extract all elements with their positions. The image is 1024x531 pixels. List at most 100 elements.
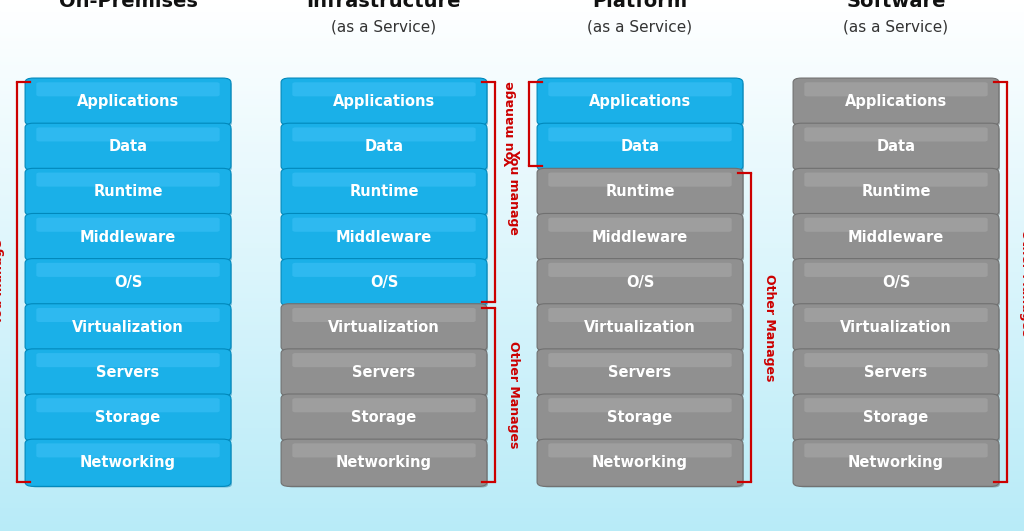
Bar <box>0 303 1024 305</box>
FancyBboxPatch shape <box>537 394 743 441</box>
FancyBboxPatch shape <box>25 213 231 261</box>
FancyBboxPatch shape <box>543 397 743 442</box>
FancyBboxPatch shape <box>281 213 487 261</box>
Bar <box>0 515 1024 518</box>
Bar <box>0 321 1024 324</box>
Text: Storage: Storage <box>95 410 161 425</box>
Bar <box>0 300 1024 303</box>
Bar <box>0 215 1024 218</box>
Bar <box>0 13 1024 16</box>
FancyBboxPatch shape <box>537 304 743 351</box>
Bar <box>0 324 1024 327</box>
Bar <box>0 119 1024 122</box>
Bar <box>0 45 1024 48</box>
FancyBboxPatch shape <box>293 82 475 96</box>
Bar <box>0 231 1024 234</box>
FancyBboxPatch shape <box>286 217 487 262</box>
FancyBboxPatch shape <box>37 82 219 96</box>
FancyBboxPatch shape <box>286 81 487 126</box>
Bar <box>0 69 1024 72</box>
Bar <box>0 72 1024 74</box>
Bar <box>0 173 1024 175</box>
Bar <box>0 287 1024 289</box>
FancyBboxPatch shape <box>793 439 999 486</box>
Bar <box>0 104 1024 106</box>
FancyBboxPatch shape <box>549 398 731 412</box>
Bar <box>0 239 1024 242</box>
FancyBboxPatch shape <box>37 353 219 367</box>
Text: Storage: Storage <box>863 410 929 425</box>
FancyBboxPatch shape <box>543 262 743 307</box>
Bar <box>0 510 1024 512</box>
Bar <box>0 186 1024 189</box>
Bar <box>0 430 1024 433</box>
Bar <box>0 167 1024 170</box>
Bar <box>0 133 1024 135</box>
Bar <box>0 467 1024 470</box>
FancyBboxPatch shape <box>31 352 231 397</box>
Bar <box>0 127 1024 130</box>
FancyBboxPatch shape <box>25 168 231 216</box>
Bar <box>0 313 1024 316</box>
FancyBboxPatch shape <box>293 398 475 412</box>
FancyBboxPatch shape <box>37 398 219 412</box>
Bar <box>0 35 1024 37</box>
Bar <box>0 255 1024 258</box>
Bar <box>0 58 1024 61</box>
Bar <box>0 191 1024 194</box>
Bar <box>0 473 1024 475</box>
Bar <box>0 181 1024 183</box>
FancyBboxPatch shape <box>549 173 731 186</box>
FancyBboxPatch shape <box>799 397 999 442</box>
Text: Data: Data <box>365 139 403 155</box>
FancyBboxPatch shape <box>281 123 487 170</box>
Bar <box>0 297 1024 300</box>
Bar <box>0 247 1024 250</box>
FancyBboxPatch shape <box>286 262 487 307</box>
Bar <box>0 8 1024 11</box>
FancyBboxPatch shape <box>793 78 999 125</box>
FancyBboxPatch shape <box>793 259 999 306</box>
Bar <box>0 85 1024 88</box>
Bar <box>0 27 1024 29</box>
FancyBboxPatch shape <box>37 308 219 322</box>
Text: Servers: Servers <box>608 365 672 380</box>
FancyBboxPatch shape <box>537 78 743 125</box>
Bar <box>0 364 1024 366</box>
Text: (as a Service): (as a Service) <box>844 19 948 34</box>
Bar <box>0 512 1024 515</box>
Bar <box>0 404 1024 406</box>
Bar <box>0 202 1024 204</box>
Text: On-Premises: On-Premises <box>58 0 198 11</box>
Text: You manage: You manage <box>507 149 520 235</box>
Bar <box>0 271 1024 273</box>
FancyBboxPatch shape <box>281 168 487 216</box>
FancyBboxPatch shape <box>805 263 987 277</box>
Text: Applications: Applications <box>589 94 691 109</box>
Bar <box>0 475 1024 478</box>
FancyBboxPatch shape <box>281 394 487 441</box>
Bar <box>0 204 1024 207</box>
Text: Virtualization: Virtualization <box>840 320 952 335</box>
Bar <box>0 348 1024 350</box>
Bar <box>0 419 1024 422</box>
FancyBboxPatch shape <box>281 304 487 351</box>
Bar <box>0 372 1024 374</box>
Bar <box>0 393 1024 396</box>
Bar <box>0 146 1024 149</box>
Bar <box>0 130 1024 133</box>
Bar <box>0 143 1024 146</box>
Bar <box>0 284 1024 287</box>
FancyBboxPatch shape <box>37 173 219 186</box>
FancyBboxPatch shape <box>537 349 743 396</box>
Bar <box>0 189 1024 191</box>
Bar <box>0 478 1024 481</box>
Bar <box>0 523 1024 526</box>
Bar <box>0 340 1024 342</box>
Text: Infrastructure: Infrastructure <box>307 0 461 11</box>
Bar <box>0 157 1024 159</box>
Bar <box>0 244 1024 247</box>
Bar <box>0 260 1024 263</box>
FancyBboxPatch shape <box>25 394 231 441</box>
Bar <box>0 417 1024 419</box>
